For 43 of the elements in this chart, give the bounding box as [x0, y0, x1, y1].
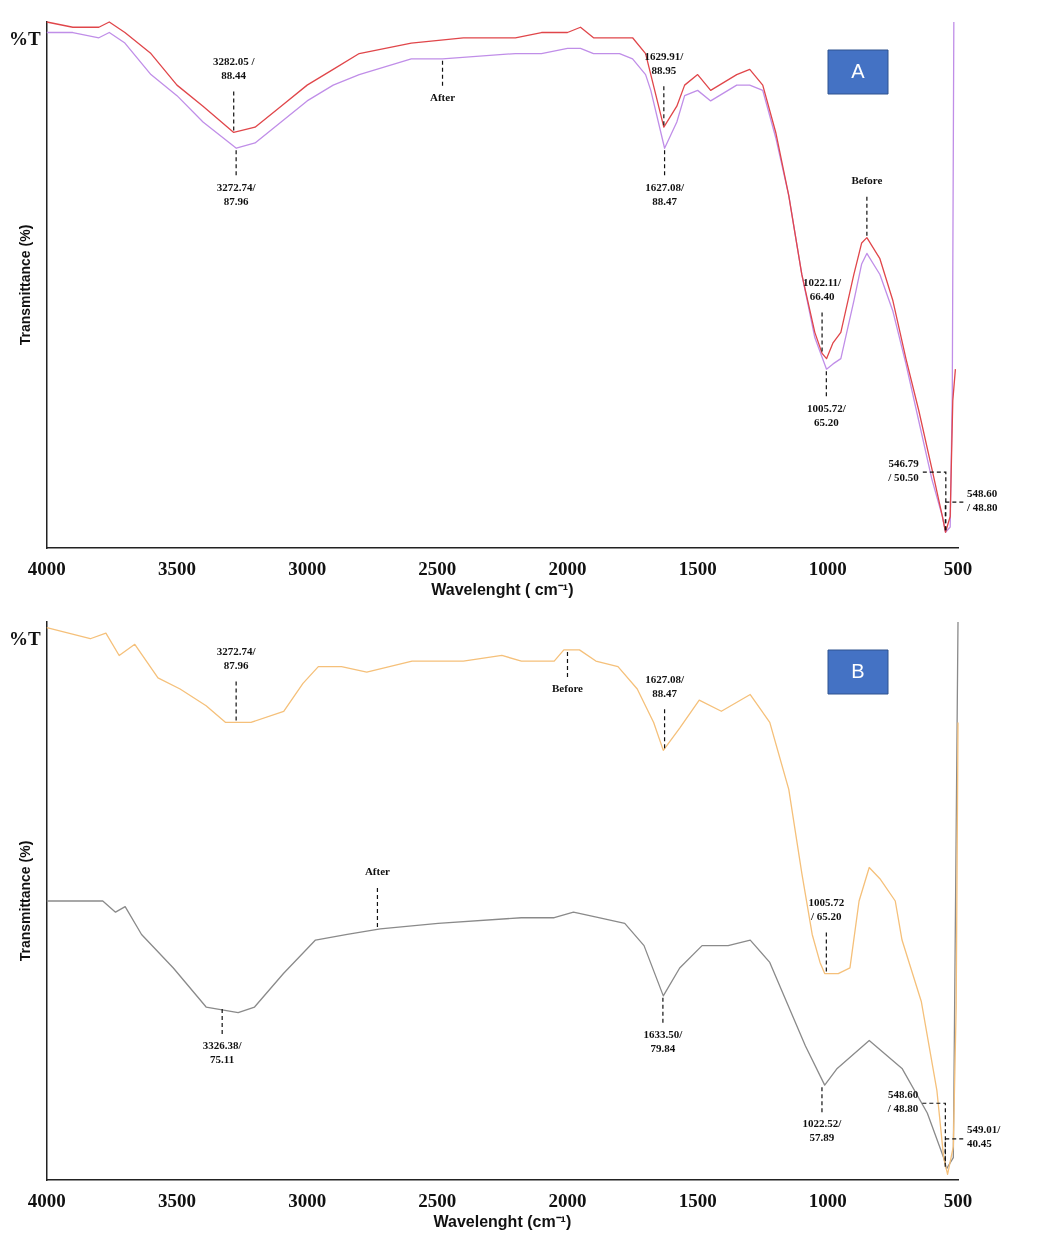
annotation: 1005.72/ 65.20 [806, 401, 847, 428]
annotation: 548.60 / 48.80 [886, 1087, 919, 1114]
x-axis-title: Wavelenght ( cm⁻¹) [431, 580, 574, 598]
annotation: After [364, 865, 391, 878]
annotation: 3282.05 / 88.44 [212, 54, 256, 81]
text: %T [9, 627, 42, 649]
annotation: Before [552, 682, 584, 695]
x-axis-title: Wavelenght (cm⁻¹) [433, 1212, 572, 1230]
x-tick-label: 3000 [288, 1190, 327, 1212]
annotation: 3272.74/ 87.96 [216, 644, 257, 671]
x-tick-label: 2500 [418, 1190, 457, 1212]
y-axis-title: Transmittance (%) [17, 840, 34, 962]
x-tick-label: 1000 [808, 558, 847, 580]
x-tick-label: 500 [943, 1190, 973, 1212]
x-tick-label: 2000 [548, 558, 587, 580]
x-tick-label: 1500 [678, 558, 717, 580]
x-tick-label: 4000 [27, 1190, 66, 1212]
annotation: B [851, 659, 865, 682]
annotation: 1627.08/ 88.47 [645, 180, 685, 207]
annotation: 549.01/ 40.45 [967, 1123, 1002, 1150]
annotation: After [430, 91, 456, 104]
annotation: 1627.08/ 88.47 [645, 672, 685, 699]
annotation: 546.79 / 50.50 [887, 456, 920, 483]
annotation: 3326.38/ 75.11 [202, 1039, 243, 1066]
x-tick-label: 3500 [157, 1190, 196, 1212]
annotation: 1633.50/ 79.84 [643, 1028, 684, 1055]
x-tick-label: 3000 [288, 558, 327, 580]
x-tick-label: 4000 [27, 558, 66, 580]
y-axis-title: Transmittance (%) [17, 224, 34, 346]
x-tick-label: 500 [943, 558, 973, 580]
text: %T [9, 27, 42, 49]
x-tick-label: 2500 [418, 558, 457, 580]
annotation: 3272.74/ 87.96 [216, 180, 257, 207]
x-tick-label: 1500 [678, 1190, 717, 1212]
annotation: 1022.52/ 57.89 [802, 1117, 843, 1144]
annotation: 1022.11/ 66.40 [802, 275, 843, 302]
annotation: A [851, 59, 866, 82]
x-tick-label: 2000 [548, 1190, 587, 1212]
x-tick-label: 3500 [157, 558, 196, 580]
annotation: Before [851, 174, 883, 186]
annotation: 1005.72 / 65.20 [808, 895, 845, 922]
x-tick-label: 1000 [808, 1190, 847, 1212]
annotation: 548.60 / 48.80 [966, 486, 999, 513]
